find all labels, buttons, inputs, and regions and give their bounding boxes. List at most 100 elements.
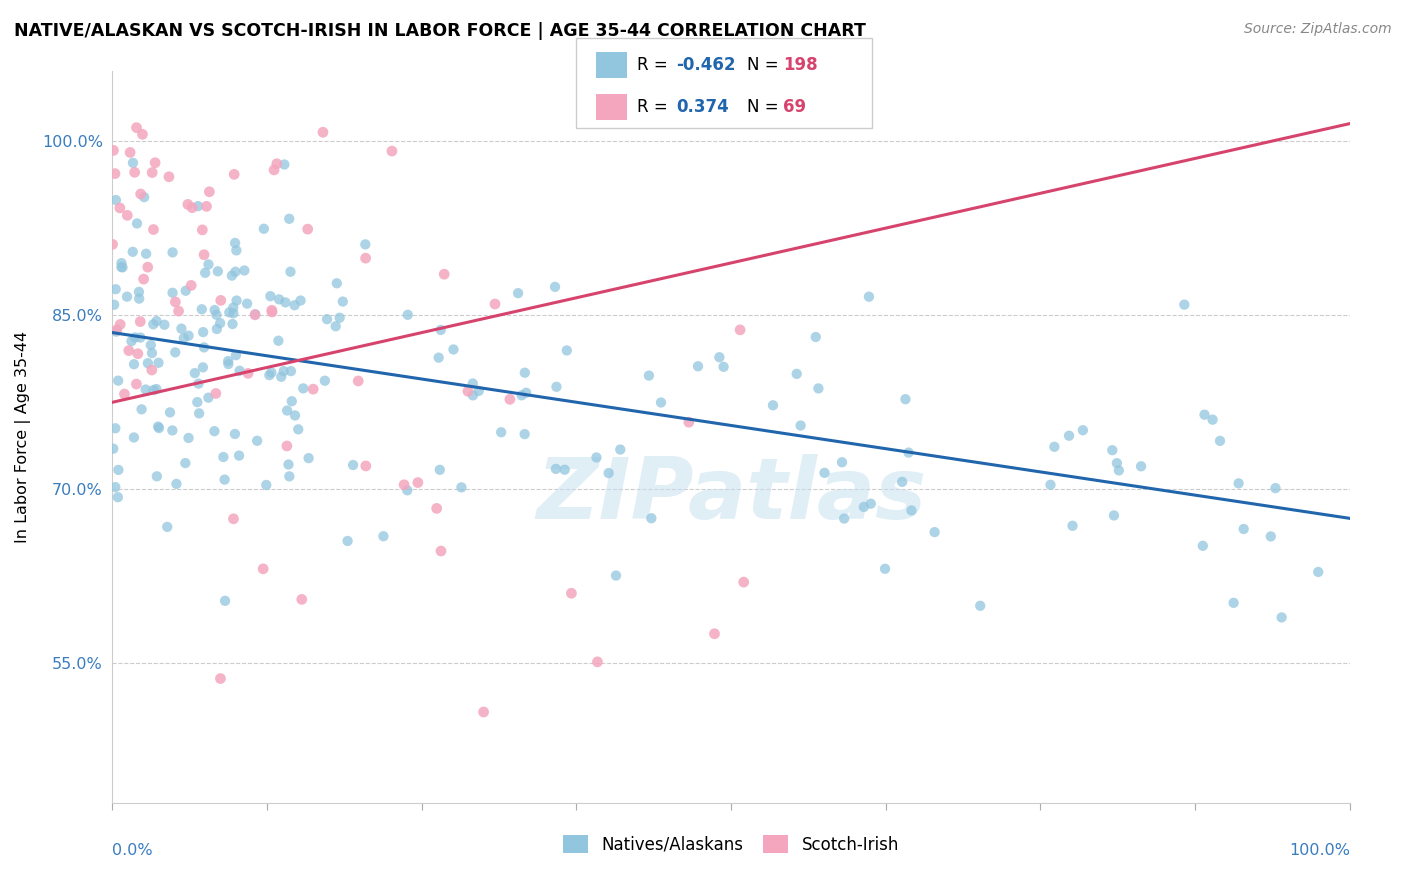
Point [302,382,325,396]
Point [236,296,259,310]
Point [813,466,835,480]
Point [132,272,155,286]
Point [187,376,209,391]
Point [205,386,228,401]
Point [191,302,214,317]
Point [228,449,250,463]
Point [373,529,395,543]
Point [224,167,246,181]
Point [157,169,180,184]
Point [427,351,450,365]
Point [354,237,377,252]
Point [165,476,187,491]
Point [1233,522,1256,536]
Point [381,144,404,158]
Point [1264,481,1286,495]
Point [713,359,735,374]
Point [194,266,217,280]
Point [554,463,576,477]
Point [104,421,127,435]
Point [104,167,127,181]
Point [429,463,451,477]
Point [114,387,136,401]
Point [117,208,139,222]
Point [225,244,247,258]
Point [162,245,184,260]
Point [709,350,731,364]
Point [135,383,157,397]
Point [605,568,627,582]
Point [297,451,319,466]
Point [162,424,184,438]
Point [316,312,339,326]
Point [267,334,290,348]
Point [273,157,295,171]
Point [269,293,291,307]
Point [314,374,336,388]
Point [284,409,307,423]
Point [894,392,917,407]
Point [145,382,167,396]
Point [1071,423,1094,437]
Point [209,316,232,330]
Point [900,503,922,517]
Point [121,334,143,348]
Point [1102,508,1125,523]
Point [280,265,302,279]
Point [1191,539,1213,553]
Point [287,422,309,436]
Point [852,500,875,514]
Point [1209,434,1232,448]
Point [125,217,148,231]
Point [135,246,157,260]
Point [104,282,127,296]
Point [450,480,472,494]
Point [193,325,215,339]
Point [396,308,419,322]
Point [678,415,700,429]
Point [115,290,138,304]
Point [260,305,283,319]
Text: R =: R = [637,98,673,116]
Point [103,442,125,456]
Point [143,155,166,169]
Point [292,381,315,395]
Point [104,480,127,494]
Point [205,308,228,322]
Point [513,366,536,380]
Point [858,290,880,304]
Point [187,199,209,213]
Point [638,368,661,383]
Point [804,330,827,344]
Text: 0.0%: 0.0% [112,843,153,858]
Point [101,237,124,252]
Point [270,369,292,384]
Point [291,592,314,607]
Point [259,368,281,383]
Point [177,328,200,343]
Point [546,380,568,394]
Point [134,190,156,204]
Point [193,340,215,354]
Point [191,360,214,375]
Point [686,359,709,374]
Point [246,434,269,448]
Point [209,293,232,308]
Point [222,306,245,320]
Point [429,323,451,337]
Point [278,469,301,483]
Point [499,392,522,407]
Point [426,501,449,516]
Point [153,318,176,332]
Point [108,201,131,215]
Point [555,343,578,358]
Point [184,366,207,380]
Point [103,144,125,158]
Point [214,594,236,608]
Point [228,364,250,378]
Point [443,343,465,357]
Text: 0.374: 0.374 [676,98,730,116]
Point [789,418,811,433]
Point [222,301,245,315]
Point [430,544,453,558]
